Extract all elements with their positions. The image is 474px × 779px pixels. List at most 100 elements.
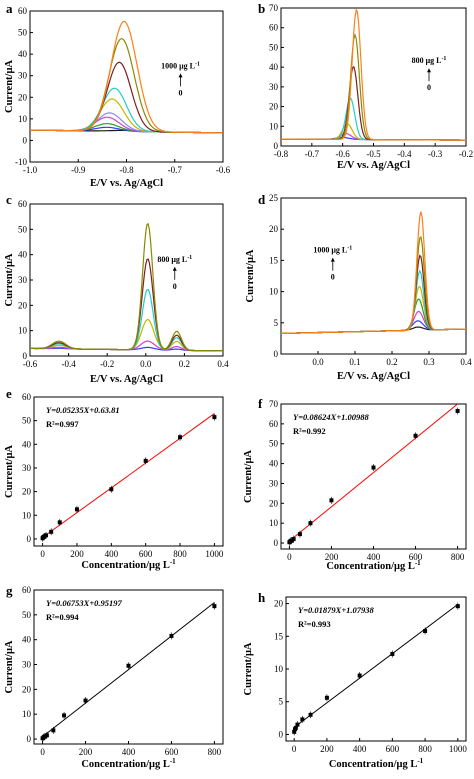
x-tick-label: 800	[451, 552, 465, 562]
series-line-7	[281, 254, 466, 334]
x-tick-label: 600	[409, 552, 423, 562]
y-tick-label: 60	[18, 199, 28, 209]
x-tick-label: -0.6	[216, 165, 231, 175]
concentration-label-max: 1000 μg L-1	[161, 61, 200, 70]
x-tick-label: 0.4	[217, 359, 229, 369]
x-tick-label: -0.3	[428, 149, 443, 159]
series-line-5	[281, 65, 466, 141]
r-squared: R²=0.992	[293, 426, 326, 436]
concentration-label-max: 800 μg L-1	[157, 255, 192, 264]
y-axis-label: Current/μA	[4, 445, 15, 498]
x-tick-label: 400	[122, 747, 136, 757]
y-tick-label: 10	[269, 518, 279, 528]
x-tick-label: -0.6	[23, 359, 38, 369]
plot-frame	[280, 197, 467, 355]
y-tick-label: 20	[22, 684, 32, 694]
y-tick-label: 10	[269, 287, 279, 297]
y-tick-label: 60	[269, 419, 279, 429]
y-tick-label: 40	[18, 49, 28, 59]
x-tick-label: 0.2	[386, 357, 397, 367]
y-tick-label: 50	[269, 439, 279, 449]
x-tick-label: 800	[418, 744, 432, 754]
y-tick-label: -10	[15, 157, 27, 167]
fit-line	[42, 413, 215, 538]
panel-letter: c	[6, 192, 12, 207]
y-tick-label: 60	[22, 585, 32, 595]
y-tick-label: 40	[18, 250, 28, 260]
y-tick-label: 50	[22, 610, 32, 620]
x-axis-label: E/V vs. Ag/AgCl	[337, 160, 410, 171]
x-tick-label: 200	[320, 744, 334, 754]
y-tick-label: 20	[22, 487, 32, 497]
concentration-label-min: 0	[179, 88, 183, 97]
fit-equation: Y=0.05235X+0.63.81	[46, 405, 120, 415]
panel-e: e 0 200 400 600 800 1000 0 10 20 30 40 50 60 Concentra…	[4, 386, 224, 571]
concentration-label-max: 1000 μg L-1	[313, 246, 352, 255]
y-tick-label: 40	[269, 459, 279, 469]
y-tick-label: 60	[269, 23, 279, 33]
x-tick-label: 0.0	[312, 357, 324, 367]
y-tick-label: 50	[22, 416, 32, 426]
x-tick-label: -0.2	[459, 149, 473, 159]
series-line-9	[30, 37, 223, 134]
x-tick-label: 0	[292, 744, 297, 754]
y-tick-label: 30	[18, 71, 28, 81]
concentration-label-min: 0	[331, 273, 335, 282]
r-squared: R²=0.997	[46, 419, 79, 429]
x-tick-label: 400	[367, 552, 381, 562]
y-tick-label: 30	[269, 82, 279, 92]
y-tick-label: 40	[22, 635, 32, 645]
x-tick-label: 0.3	[423, 357, 435, 367]
x-axis-label: E/V vs. Ag/AgCl	[90, 374, 163, 385]
y-tick-label: 20	[274, 599, 284, 609]
y-tick-label: 5	[279, 697, 284, 707]
y-tick-label: 0	[274, 141, 279, 151]
y-tick-label: 0	[274, 538, 279, 548]
y-tick-label: 70	[269, 399, 279, 409]
series-line-10	[30, 20, 223, 134]
x-tick-label: 800	[173, 549, 187, 559]
x-tick-label: -0.4	[397, 149, 412, 159]
x-tick-label: 0.1	[349, 357, 360, 367]
fit-equation: Y=0.08624X+1.00988	[293, 412, 370, 422]
series-line-4	[281, 298, 466, 334]
series-line-8	[30, 61, 223, 134]
y-tick-label: 10	[22, 709, 32, 719]
y-tick-label: 60	[18, 6, 28, 16]
series-line-7	[281, 8, 466, 141]
panel-letter: d	[258, 192, 266, 207]
x-axis-label: Concentration/μg L-1	[81, 558, 176, 571]
y-axis-label: Current/μA	[4, 640, 15, 693]
x-tick-label: 1000	[205, 549, 224, 559]
y-tick-label: 30	[22, 660, 32, 670]
x-tick-label: 0.0	[140, 359, 152, 369]
x-tick-label: -0.5	[366, 149, 381, 159]
y-tick-label: 20	[269, 224, 279, 234]
x-axis-label: E/V vs. Ag/AgCl	[337, 371, 410, 382]
y-tick-label: 60	[22, 392, 32, 402]
y-tick-label: 0	[27, 734, 32, 744]
y-tick-label: 20	[18, 300, 28, 310]
fit-equation: Y=0.01879X+1.07938	[298, 605, 375, 615]
series-line-5	[281, 285, 466, 334]
y-tick-label: 10	[22, 510, 32, 520]
r-squared: R²=0.993	[298, 619, 331, 629]
series-line-8	[281, 235, 466, 334]
arrow-head-icon	[178, 73, 183, 78]
plot-frame	[33, 396, 224, 547]
concentration-label-min: 0	[173, 282, 177, 291]
arrow-head-icon	[427, 68, 431, 73]
y-tick-label: 30	[18, 275, 28, 285]
panel-letter: f	[258, 396, 263, 411]
panel-h: h 0 200 400 600 800 1000 0 5 10 15 20 Concentration/…	[243, 590, 467, 770]
arrow-head-icon	[172, 266, 177, 271]
y-tick-label: 30	[269, 478, 279, 488]
y-tick-label: 0	[23, 351, 28, 361]
x-tick-label: -0.4	[61, 359, 76, 369]
x-tick-label: 0	[287, 552, 292, 562]
series-line-7	[30, 87, 223, 134]
x-tick-label: 0.4	[460, 357, 472, 367]
y-tick-label: 10	[269, 121, 279, 131]
y-tick-label: 25	[269, 193, 279, 203]
